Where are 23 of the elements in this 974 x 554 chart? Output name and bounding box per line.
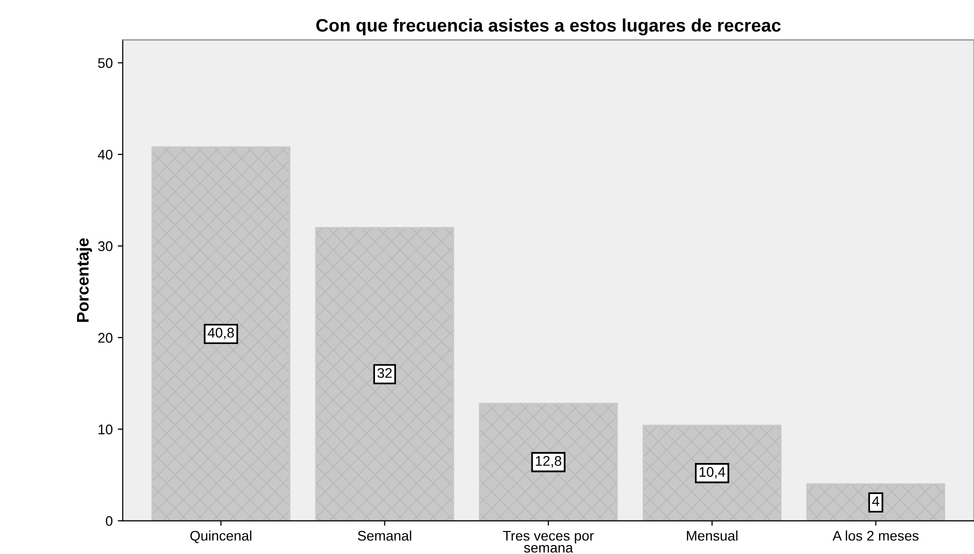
x-tick-label: Semanal bbox=[358, 530, 412, 541]
bar bbox=[151, 146, 290, 521]
x-tick-label: A los 2 meses bbox=[832, 530, 919, 541]
y-tick-label: 0 bbox=[106, 516, 112, 526]
bar bbox=[315, 226, 454, 521]
data-label: 12,8 bbox=[536, 456, 562, 468]
x-tick-label: Mensual bbox=[686, 530, 738, 541]
y-axis-title: Porcentaje bbox=[76, 238, 92, 322]
y-tick-label: 30 bbox=[98, 241, 112, 252]
bar bbox=[478, 402, 618, 521]
x-tick-label: Tres veces por semana bbox=[503, 530, 594, 553]
y-tick-label: 50 bbox=[98, 58, 112, 68]
chart-title: Con que frecuencia asistes a estos lugares de recreac bbox=[316, 18, 781, 36]
y-tick-label: 40 bbox=[98, 150, 112, 160]
data-label: 32 bbox=[377, 368, 392, 378]
data-label: 10,4 bbox=[700, 467, 726, 478]
data-label: 40,8 bbox=[208, 328, 234, 340]
y-tick-label: 10 bbox=[98, 424, 112, 434]
bar bbox=[642, 424, 782, 521]
y-tick-label: 20 bbox=[98, 332, 112, 343]
x-tick-label: Quincenal bbox=[190, 530, 252, 544]
bar bbox=[806, 483, 946, 521]
data-label: 4 bbox=[872, 496, 880, 506]
